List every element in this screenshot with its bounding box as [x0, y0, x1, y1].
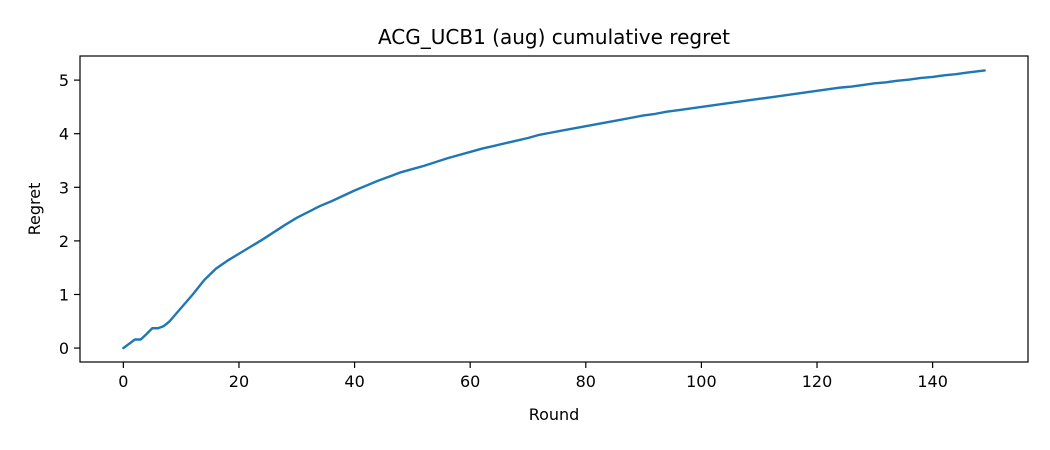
x-tick-label: 80	[576, 372, 596, 391]
y-tick-label: 0	[59, 339, 69, 358]
y-tick-label: 5	[59, 71, 69, 90]
y-tick-label: 2	[59, 232, 69, 251]
y-axis: 0 1 2 3 4 5	[59, 71, 80, 358]
series-line-0	[122, 69, 986, 350]
x-tick-label: 140	[917, 372, 948, 391]
y-tick-label: 4	[59, 125, 69, 144]
x-axis-label: Round	[529, 405, 580, 424]
x-axis: 0 20 40 60 80 100 120 140	[118, 362, 948, 391]
x-tick-label: 40	[344, 372, 364, 391]
chart-title: ACG_UCB1 (aug) cumulative regret	[378, 25, 730, 49]
y-axis-label: Regret	[25, 183, 44, 236]
x-tick-label: 100	[686, 372, 717, 391]
plot-frame	[79, 55, 1029, 363]
x-tick-label: 0	[118, 372, 128, 391]
y-tick-label: 1	[59, 285, 69, 304]
series-layer	[122, 69, 986, 350]
x-tick-label: 20	[229, 372, 249, 391]
x-tick-label: 120	[802, 372, 833, 391]
x-tick-label: 60	[460, 372, 480, 391]
y-tick-label: 3	[59, 178, 69, 197]
